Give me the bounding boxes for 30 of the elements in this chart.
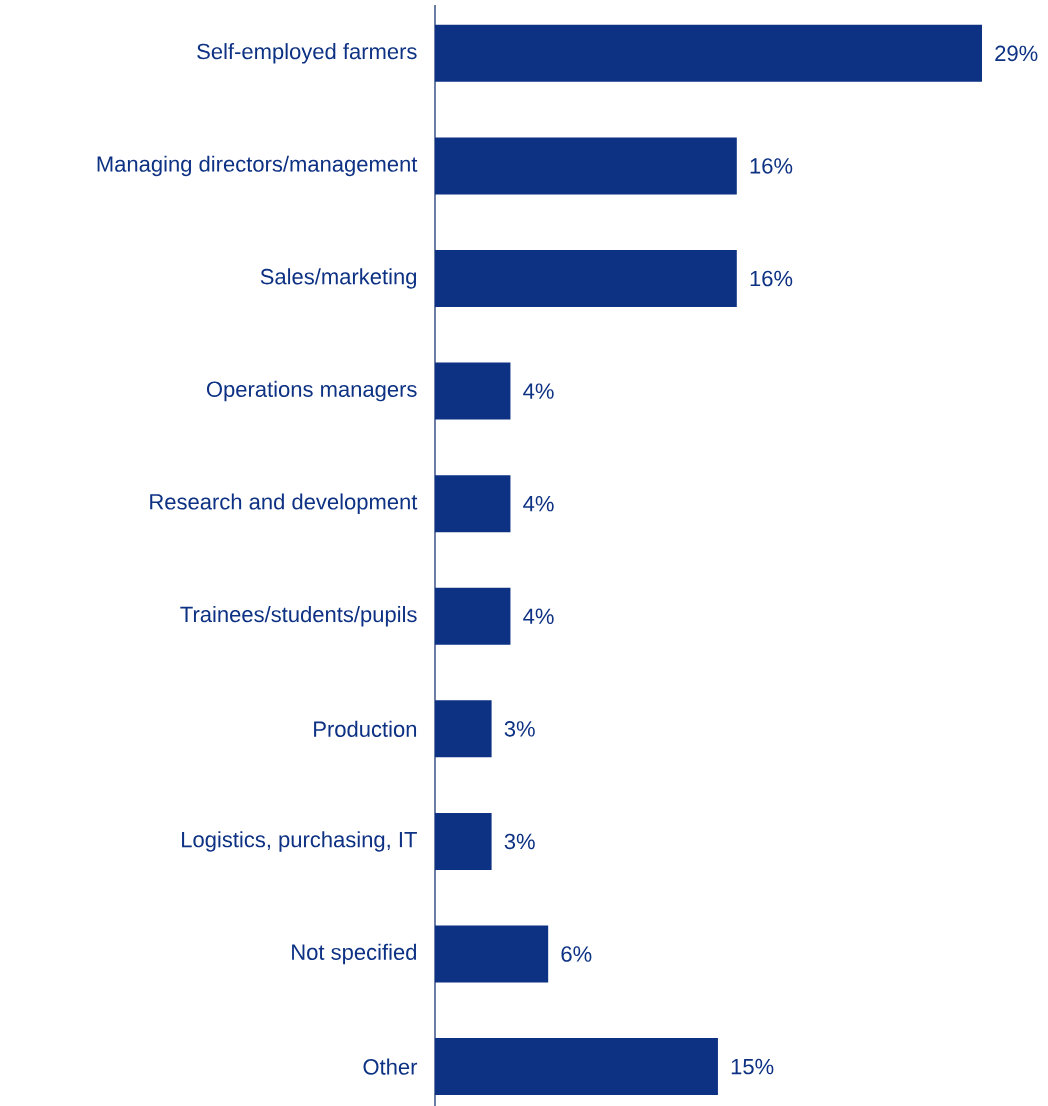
y-tick-label: Managing directors/management bbox=[97, 155, 418, 177]
bar bbox=[435, 1038, 718, 1096]
bar bbox=[435, 250, 737, 308]
bar bbox=[435, 137, 737, 195]
data-label: 6% bbox=[561, 946, 592, 962]
data-label: 3% bbox=[504, 833, 535, 850]
data-label: 16% bbox=[750, 158, 793, 174]
bar bbox=[435, 925, 549, 983]
bar bbox=[435, 24, 983, 82]
bar bbox=[435, 362, 511, 420]
bar bbox=[435, 587, 511, 645]
y-tick-label: Self-employed farmers bbox=[197, 43, 417, 64]
y-tick-label: Production bbox=[314, 720, 417, 737]
y-tick-label: Operations managers bbox=[206, 380, 417, 402]
data-label: 16% bbox=[750, 270, 793, 287]
bar bbox=[435, 812, 492, 870]
data-label: 4% bbox=[523, 608, 554, 624]
data-label: 29% bbox=[995, 45, 1038, 62]
bar bbox=[435, 700, 492, 758]
data-label: 3% bbox=[504, 721, 535, 737]
data-label: 4% bbox=[523, 495, 554, 512]
y-tick-label: Logistics, purchasing, IT bbox=[182, 831, 417, 852]
data-label: 15% bbox=[731, 1058, 774, 1075]
y-tick-label: Other bbox=[363, 1058, 418, 1075]
data-label: 4% bbox=[523, 383, 554, 399]
y-tick-label: Trainees/students/pupils bbox=[180, 606, 417, 627]
y-tick-label: Not specified bbox=[292, 943, 417, 965]
y-tick-label: Sales/marketing bbox=[260, 268, 417, 289]
y-tick-label: Research and development bbox=[150, 493, 418, 514]
bar bbox=[435, 475, 511, 533]
